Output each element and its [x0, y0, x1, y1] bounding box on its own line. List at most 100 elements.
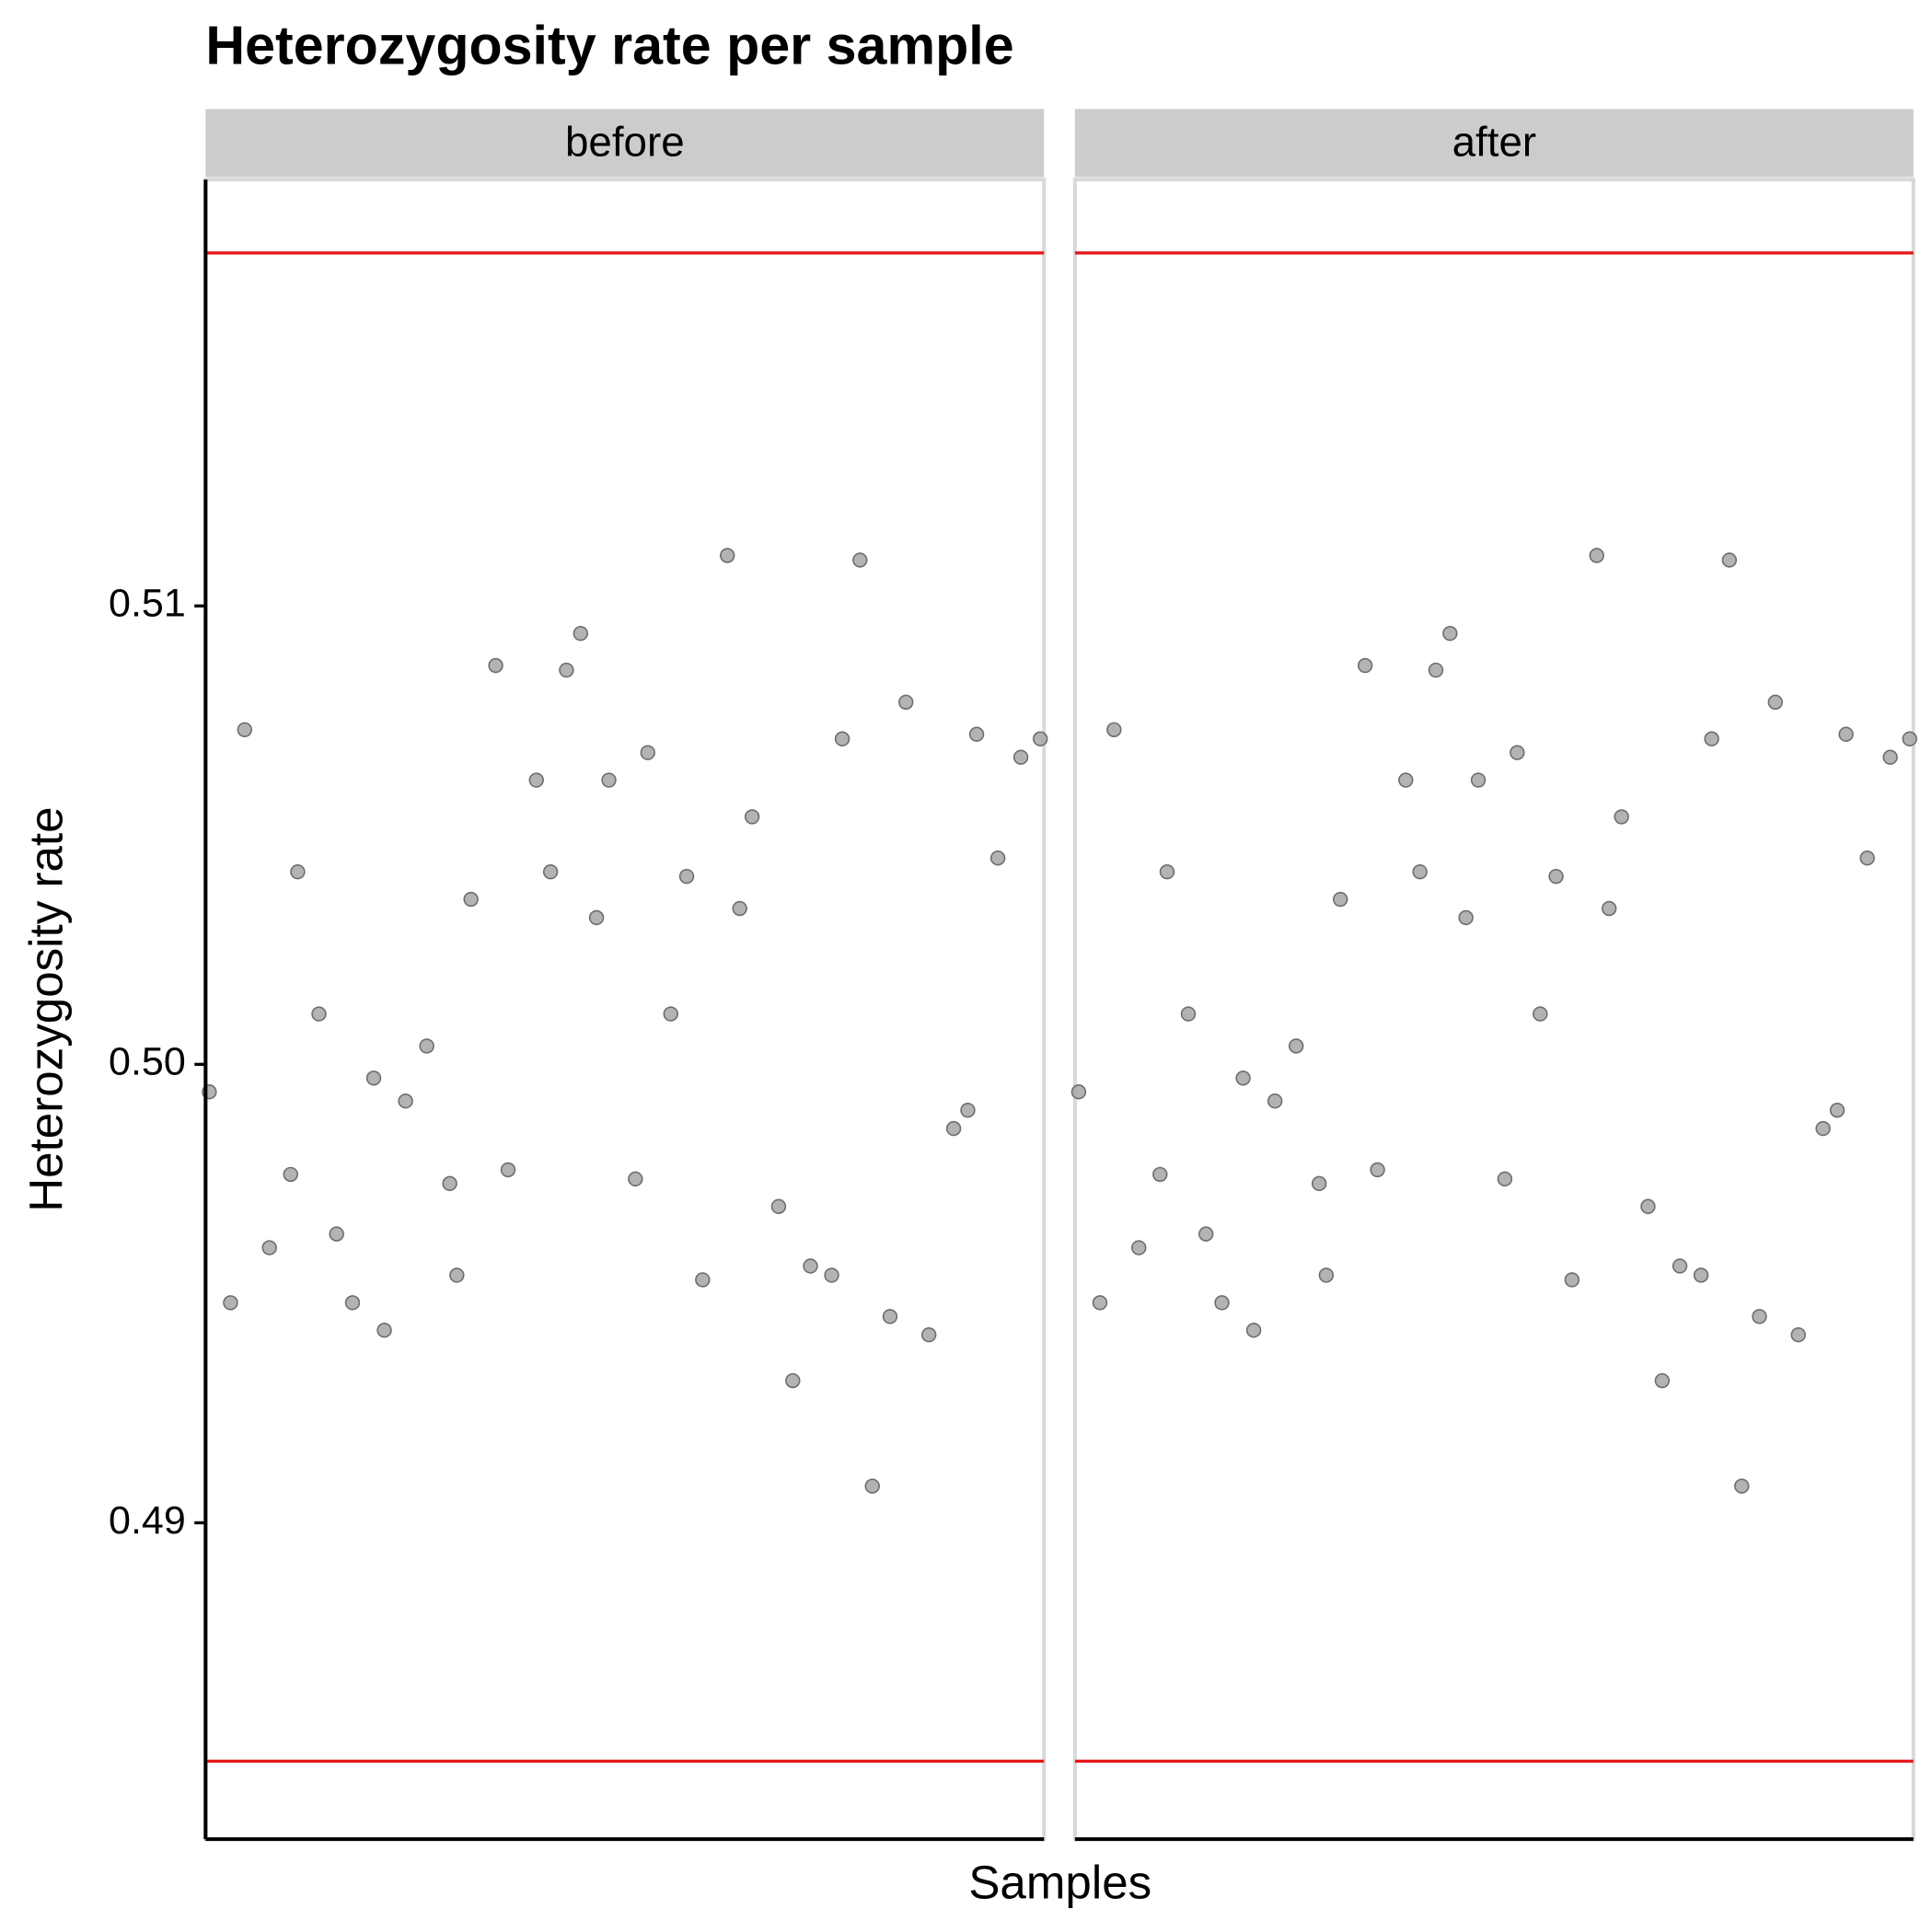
point	[770, 1198, 787, 1214]
point	[283, 1166, 298, 1183]
point	[419, 1038, 434, 1054]
point	[559, 662, 574, 678]
x-axis-label: Samples	[968, 1857, 1151, 1909]
point	[311, 1006, 327, 1022]
point	[1106, 722, 1122, 737]
point	[528, 772, 544, 788]
point	[223, 1295, 238, 1311]
point	[678, 868, 695, 885]
y-tick-label: 0.50	[109, 1040, 186, 1084]
point	[803, 1258, 818, 1274]
point	[1198, 1226, 1214, 1242]
point	[1033, 731, 1048, 746]
point	[1672, 1258, 1688, 1274]
point	[344, 1295, 361, 1311]
point	[1214, 1295, 1230, 1311]
point	[989, 850, 1006, 866]
point	[1614, 809, 1629, 825]
point	[1497, 1171, 1513, 1187]
point	[449, 1267, 465, 1283]
point	[1333, 891, 1348, 908]
point	[1442, 625, 1458, 642]
panel-border	[1072, 178, 1915, 1842]
point	[542, 863, 559, 880]
point	[1829, 1102, 1845, 1118]
point	[1734, 1478, 1750, 1494]
point	[834, 731, 850, 746]
point	[1704, 731, 1719, 746]
point	[695, 1272, 711, 1288]
point	[290, 863, 306, 880]
point	[1654, 1372, 1671, 1389]
point	[237, 722, 253, 737]
point	[588, 909, 605, 926]
y-tick-label: 0.51	[109, 582, 186, 626]
point	[601, 772, 617, 788]
point	[1245, 1323, 1262, 1338]
point	[1235, 1070, 1251, 1086]
point	[1428, 662, 1444, 678]
point	[488, 657, 503, 674]
point	[442, 1175, 457, 1192]
point	[1131, 1240, 1147, 1255]
point	[1370, 1162, 1385, 1178]
point	[921, 1327, 937, 1343]
point	[1289, 1038, 1304, 1054]
point	[1412, 863, 1428, 880]
point	[1790, 1327, 1806, 1343]
point	[1859, 850, 1875, 866]
point	[1012, 749, 1029, 765]
chart-title: Heterozygosity rate per sample	[205, 14, 1013, 75]
point	[882, 1309, 898, 1325]
point	[1589, 548, 1604, 563]
point	[1267, 1093, 1283, 1109]
point	[898, 694, 914, 711]
point	[500, 1162, 516, 1178]
point	[1533, 1006, 1548, 1022]
point	[1882, 749, 1898, 765]
point	[720, 548, 735, 563]
point	[1693, 1267, 1709, 1283]
point	[365, 1070, 382, 1086]
point	[1070, 1084, 1087, 1100]
point	[573, 625, 588, 642]
point	[1510, 745, 1525, 760]
point	[1838, 726, 1854, 742]
point	[1767, 694, 1783, 711]
point	[824, 1267, 839, 1283]
point	[1752, 1309, 1767, 1325]
point	[1902, 731, 1917, 746]
point	[732, 900, 747, 917]
panel-border	[203, 178, 1047, 1842]
point	[1602, 900, 1617, 917]
point	[1815, 1120, 1831, 1137]
point	[1357, 657, 1373, 674]
point	[663, 1006, 678, 1022]
point	[1092, 1295, 1108, 1311]
strip	[205, 109, 1045, 178]
point	[864, 1478, 880, 1494]
point	[376, 1323, 392, 1338]
point	[960, 1102, 976, 1118]
strip-label: before	[565, 119, 685, 166]
point	[261, 1240, 277, 1255]
point	[968, 726, 985, 742]
point	[1548, 868, 1564, 885]
point	[1318, 1267, 1335, 1283]
point	[1159, 863, 1175, 880]
point	[329, 1226, 344, 1242]
point	[1640, 1198, 1656, 1214]
point	[1398, 772, 1414, 788]
point	[1152, 1166, 1168, 1183]
point	[463, 891, 479, 908]
point	[1470, 772, 1487, 788]
point	[785, 1372, 801, 1389]
point	[744, 809, 760, 825]
point	[945, 1120, 962, 1137]
point	[628, 1171, 643, 1187]
point	[1721, 552, 1738, 568]
y-axis-label: Heterozygosity rate	[19, 806, 72, 1211]
y-tick-label: 0.49	[109, 1498, 186, 1543]
point	[398, 1093, 413, 1109]
